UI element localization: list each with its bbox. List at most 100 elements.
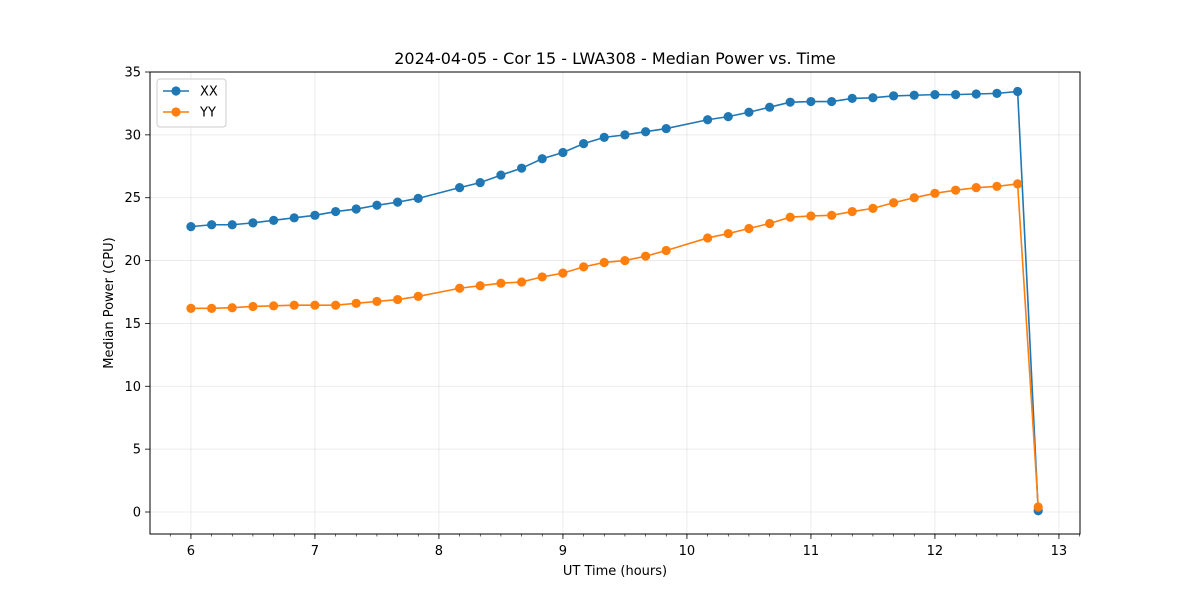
data-point-yy [620,255,630,266]
legend-label-xx: XX [200,85,218,100]
data-point-xx [992,88,1002,98]
data-point-yy [909,193,919,203]
data-point-yy [331,300,341,310]
data-point-yy [930,188,940,198]
chart-title: 2024-04-05 - Cor 15 - LWA308 - Median Po… [394,49,836,68]
data-point-yy [537,272,547,282]
data-point-xx [641,127,651,137]
y-tick-label: 10 [124,380,141,395]
data-point-yy [517,277,527,287]
data-point-xx [723,112,733,122]
x-tick-label: 10 [679,544,696,559]
data-point-yy [455,283,465,293]
data-point-yy [806,211,816,221]
data-point-xx [579,139,589,149]
x-tick-label: 9 [559,544,567,559]
data-point-yy [951,185,961,195]
data-point-xx [558,147,568,158]
ticks-layer: 6 7 8 9 10 11 12 13 0 5 10 15 20 25 30 35 [124,66,1080,559]
data-point-xx [1013,86,1023,97]
y-tick-label: 0 [133,506,141,521]
y-tick-label: 15 [124,317,141,332]
data-point-xx [207,220,217,230]
x-tick-label: 13 [1051,544,1068,559]
y-tick-label: 5 [133,443,141,458]
data-point-xx [537,154,547,164]
data-point-yy [393,294,403,305]
x-tick-label: 7 [311,544,319,559]
data-point-yy [641,251,651,261]
x-axis-title: UT Time (hours) [563,564,667,579]
series-line-yy [190,182,1040,508]
data-point-yy [703,233,713,243]
data-point-xx [785,97,795,107]
data-point-xx [971,89,981,99]
data-point-xx [703,115,713,125]
data-point-yy [971,183,981,193]
x-tick-label: 12 [927,544,944,559]
data-point-yy [1033,502,1043,512]
data-point-xx [765,102,775,112]
data-point-yy [289,300,299,310]
data-point-xx [847,93,857,103]
data-point-yy [351,298,361,308]
data-point-yy [248,301,258,312]
data-point-xx [186,222,196,232]
data-point-xx [744,107,754,117]
data-point-yy [847,206,857,217]
x-tick-label: 8 [435,544,443,559]
data-point-xx [868,93,878,103]
data-point-xx [661,123,671,134]
data-point-yy [661,245,671,256]
x-tick-label: 6 [187,544,195,559]
data-point-yy [186,303,196,313]
data-point-yy [827,210,837,220]
data-point-yy [992,181,1002,191]
data-point-yy [765,218,775,229]
legend-swatch-marker-yy [171,107,181,117]
data-point-xx [889,91,899,101]
data-point-xx [827,96,837,107]
data-point-xx [310,210,320,220]
data-point-xx [289,213,299,223]
data-point-yy [1013,179,1023,189]
data-point-xx [620,130,630,140]
data-point-xx [331,206,341,217]
data-point-yy [475,281,485,291]
data-point-xx [248,218,258,228]
series-layer [186,86,1043,516]
data-point-yy [599,257,609,268]
data-point-yy [579,262,589,272]
legend-label-yy: YY [199,106,216,121]
data-point-yy [785,212,795,222]
data-point-xx [909,90,919,100]
data-point-xx [372,200,382,210]
data-point-xx [413,193,423,203]
data-point-yy [744,223,754,234]
data-point-yy [496,278,506,288]
data-point-xx [351,204,361,214]
plot-frame [149,71,1081,535]
data-point-yy [723,228,733,239]
data-point-xx [269,215,279,225]
data-point-yy [269,301,279,311]
data-point-xx [599,132,609,142]
data-point-yy [227,303,237,313]
data-point-xx [227,220,237,230]
data-point-xx [951,90,961,100]
data-point-yy [310,300,320,310]
data-point-yy [413,291,423,301]
data-point-yy [372,296,382,307]
grid-layer [150,71,1080,534]
data-point-xx [496,170,506,180]
y-tick-label: 30 [124,128,141,143]
data-point-xx [930,90,940,100]
y-tick-label: 35 [124,66,141,81]
series-line-xx [190,90,1040,511]
y-axis-title: Median Power (CPU) [102,237,117,368]
y-tick-label: 20 [124,254,141,269]
data-point-yy [868,203,878,213]
data-point-xx [806,96,816,107]
legend-swatch-marker-xx [171,86,181,96]
